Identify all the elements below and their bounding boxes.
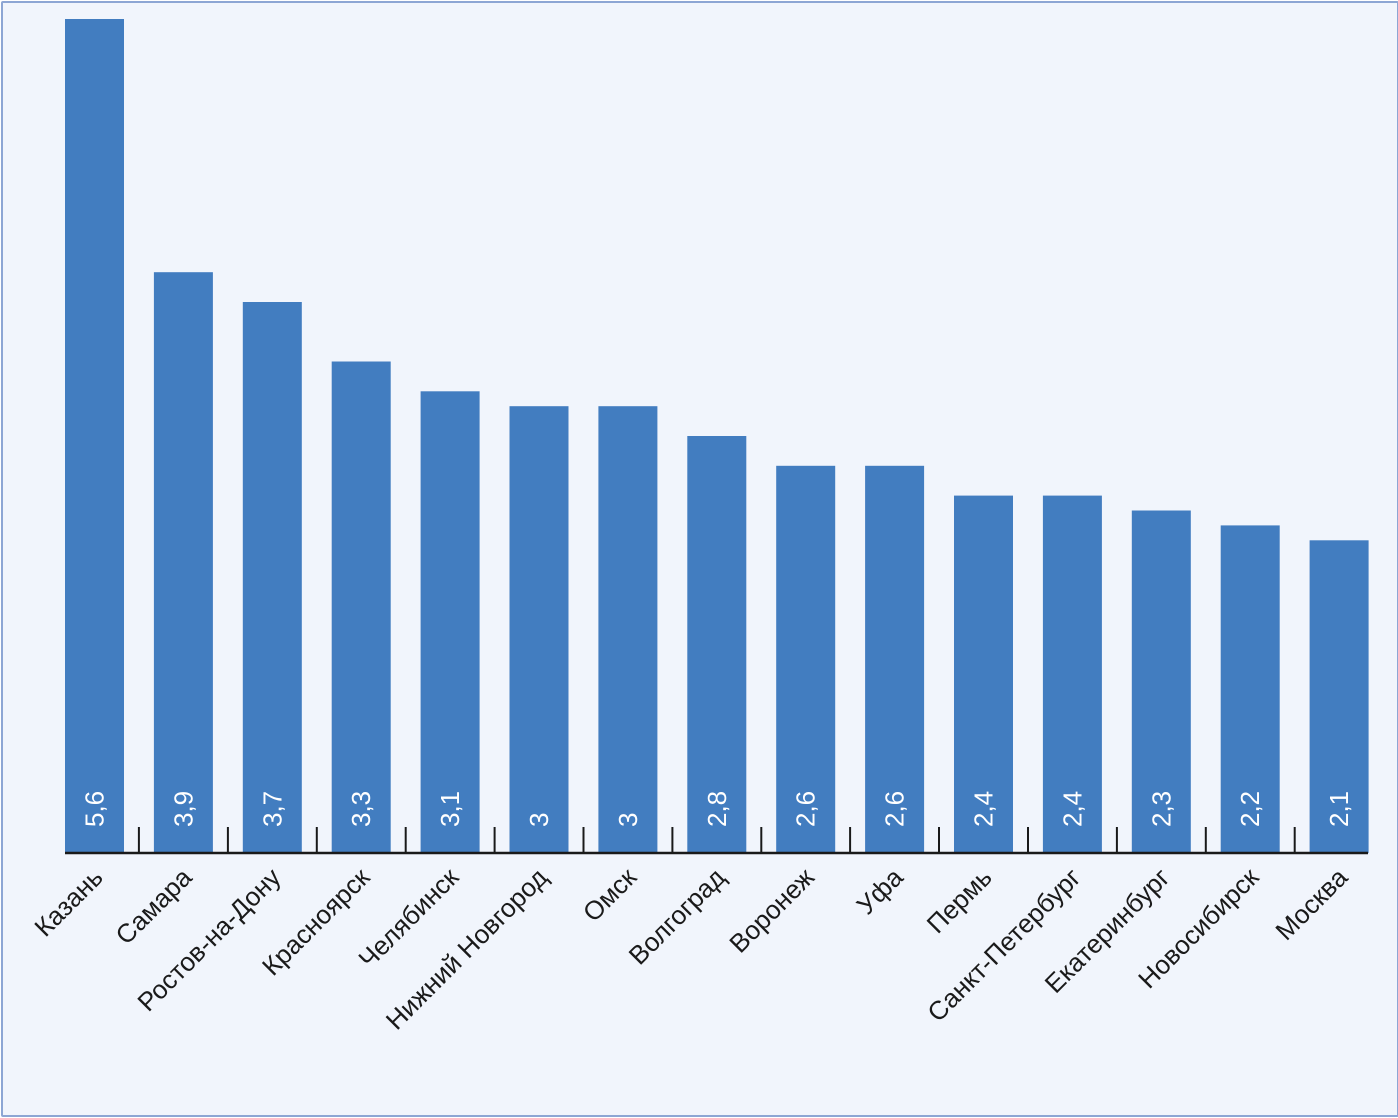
category-labels-group: Казань СамараРостов-на-ДонуКрасноярскЧеля… — [28, 862, 1353, 1036]
x-axis — [65, 827, 1368, 855]
value-label-3: 3,7 — [257, 791, 287, 827]
bar-4 — [331, 361, 391, 853]
category-label-15: Москва — [1269, 862, 1353, 946]
category-label-1: Казань — [28, 862, 108, 942]
bar-8 — [687, 436, 747, 853]
value-label-1: 5,6 — [80, 791, 110, 827]
bar-1 — [65, 19, 124, 853]
value-label-8: 2,8 — [702, 791, 732, 827]
category-label-8: Волгоград — [623, 862, 731, 970]
category-label-12: Санкт-Петербург — [921, 862, 1086, 1027]
category-label-7: Омск — [577, 862, 643, 928]
value-label-7: 3 — [613, 813, 643, 827]
bar-10 — [865, 465, 925, 853]
category-label-2: Самара — [109, 862, 198, 951]
bar-3 — [242, 302, 302, 853]
bar-14 — [1220, 525, 1280, 853]
bar-6 — [509, 406, 569, 853]
value-label-13: 2,3 — [1146, 791, 1176, 827]
value-label-2: 3,9 — [168, 791, 198, 827]
bar-12 — [1042, 495, 1102, 853]
category-label-9: Воронеж — [723, 862, 820, 959]
bar-13 — [1131, 510, 1191, 853]
value-label-9: 2,6 — [791, 791, 821, 827]
category-label-10: Уфа — [851, 862, 910, 921]
bars-group — [65, 19, 1369, 854]
bar-9 — [776, 465, 836, 853]
category-label-11: Пермь — [921, 862, 998, 939]
value-labels-group: 5,6 3,9 3,7 3,3 3,1 3 3 2,8 2,6 2,6 2,4 2,4 2,3 2,2 2,… — [80, 791, 1355, 827]
bar-7 — [598, 406, 658, 853]
bar-15 — [1309, 540, 1369, 854]
bar-2 — [153, 272, 213, 853]
bar-11 — [954, 495, 1013, 853]
value-label-11: 2,4 — [969, 791, 999, 827]
bar-5 — [420, 391, 480, 853]
value-label-14: 2,2 — [1235, 791, 1265, 827]
value-label-12: 2,4 — [1057, 791, 1087, 827]
value-label-5: 3,1 — [435, 791, 465, 827]
value-label-15: 2,1 — [1324, 791, 1354, 827]
value-label-4: 3,3 — [346, 791, 376, 827]
category-label-6: Нижний Новгород — [380, 862, 553, 1035]
value-label-6: 3 — [524, 813, 554, 827]
value-label-10: 2,6 — [880, 791, 910, 827]
